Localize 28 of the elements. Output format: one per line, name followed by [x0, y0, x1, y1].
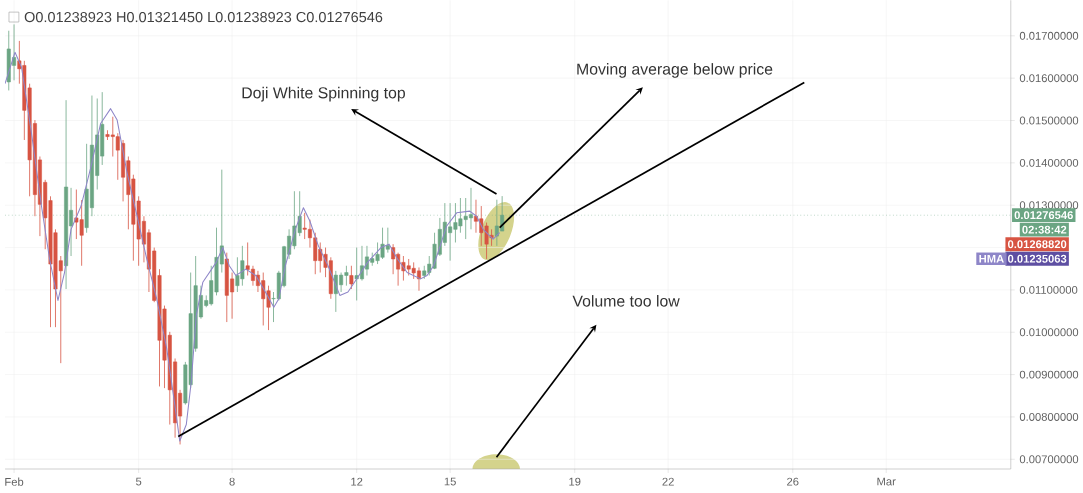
x-tick-label: Mar	[877, 477, 896, 486]
y-tick-label: 0.01300000	[1019, 201, 1079, 210]
annotation: 0.01235063	[1007, 254, 1067, 263]
annotation: Moving average below price	[577, 63, 773, 78]
x-tick-label: 5	[135, 477, 142, 486]
text: HMA	[979, 255, 1004, 263]
x-tick-label: 22	[662, 477, 674, 486]
y-tick-label: 0.00800000	[1019, 413, 1079, 422]
y-tick-label: 0.01100000	[1019, 286, 1078, 294]
x-tick-label: 15	[444, 477, 456, 486]
annotation: 0.01268820	[1007, 240, 1067, 249]
text: 02:38:42	[1022, 225, 1067, 234]
annotation: Doji White Spinning top	[242, 86, 405, 102]
x-tick-label: 12	[351, 477, 363, 486]
y-tick-label: 0.00900000	[1019, 370, 1079, 379]
y-tick-label: 0.01600000	[1019, 74, 1079, 83]
y-tick-label: 0.01700000	[1019, 31, 1079, 40]
x-tick-label: 8	[229, 477, 235, 486]
x-tick-label: 26	[787, 477, 799, 486]
y-tick-label: 0.01500000	[1019, 116, 1079, 125]
y-tick-label: 0.01000000	[1019, 328, 1079, 337]
y-tick-label: 0.00700000	[1019, 455, 1079, 464]
text: O0.01238923 H0.01321450 L0.01238923 C0.01276546	[24, 12, 383, 23]
ref-line-label: 0.01276546	[1014, 211, 1073, 220]
y-tick-label: 0.01400000	[1019, 159, 1079, 167]
annotation: Volume too low	[572, 295, 680, 307]
x-tick-label: Feb	[5, 477, 24, 486]
x-tick-label: 19	[569, 477, 581, 486]
